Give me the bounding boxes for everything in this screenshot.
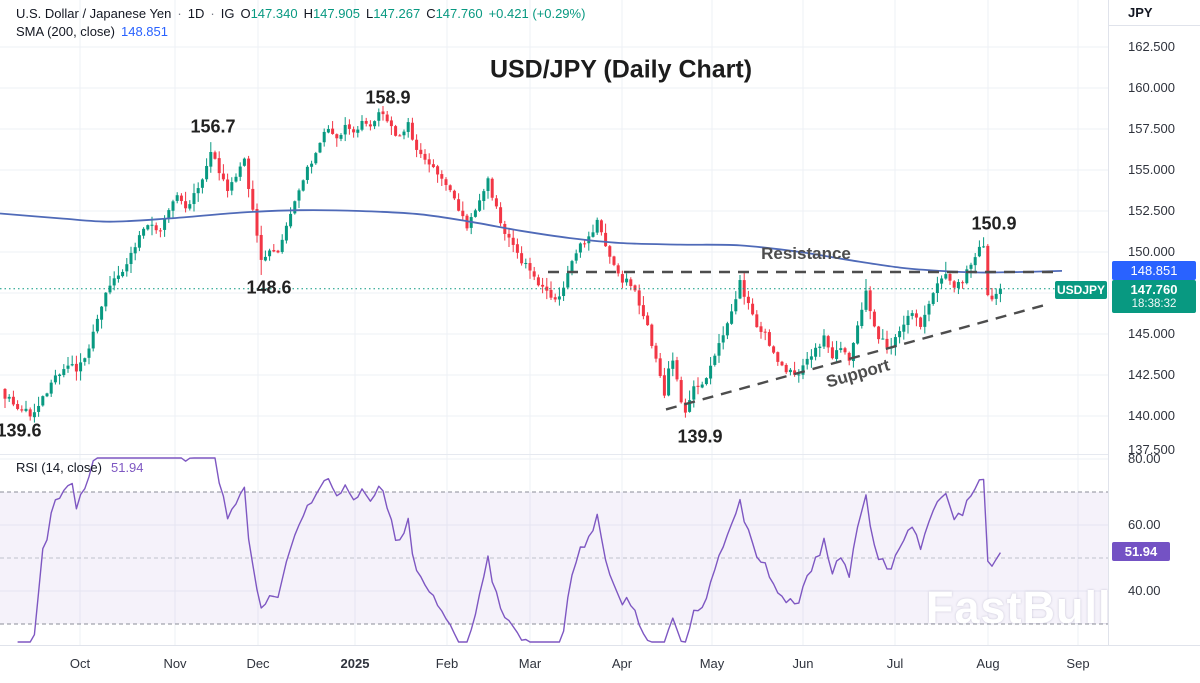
price-tick-label: 137.500 (1128, 442, 1175, 457)
annotation-158-9: 158.9 (365, 87, 411, 108)
time-tick-label: Sep (1066, 656, 1090, 671)
sma-value: 148.851 (121, 24, 168, 39)
rsi-legend-row[interactable]: RSI (14, close) 51.94 (16, 460, 144, 475)
time-tick-label: Jun (792, 656, 814, 671)
rsi-tick-label: 40.00 (1128, 583, 1161, 598)
ohlc-close: C147.760 (426, 6, 483, 21)
price-chart[interactable] (0, 0, 1108, 645)
sma-price-badge: 148.851 (1112, 261, 1196, 280)
time-tick-label: Dec (246, 656, 270, 671)
price-tick-label: 140.000 (1128, 408, 1175, 423)
candlestick-series (3, 106, 1002, 423)
ohlc-high: H147.905 (303, 6, 360, 21)
rsi-line (17, 457, 1001, 643)
time-tick-label: Nov (163, 656, 187, 671)
annotation-139-6: 139.6 (0, 420, 42, 441)
sma-legend-row[interactable]: SMA (200, close) 148.851 (16, 23, 585, 40)
rsi-label[interactable]: RSI (14, close) (16, 460, 102, 475)
time-tick-label: 2025 (340, 656, 370, 671)
sma-label[interactable]: SMA (200, close) (16, 24, 115, 39)
rsi-tick-label: 80.00 (1128, 451, 1161, 466)
price-tick-label: 162.500 (1128, 39, 1175, 54)
rsi-value: 51.94 (110, 460, 144, 475)
price-tick-label: 152.500 (1128, 203, 1175, 218)
price-tick-label: 157.500 (1128, 121, 1175, 136)
price-tick-label: 150.000 (1128, 244, 1175, 259)
exchange-label: IG (220, 6, 235, 21)
annotation-150-9: 150.9 (971, 213, 1017, 234)
time-tick-label: Apr (611, 656, 633, 671)
annotation-139-9: 139.9 (677, 426, 723, 447)
time-axis[interactable]: Oct Nov Dec 2025 Feb Mar Apr May Jun Jul Aug Sep (0, 645, 1200, 683)
rsi-pane (0, 457, 1108, 643)
symbol-legend-row[interactable]: U.S. Dollar / Japanese Yen · 1D · IG O14… (16, 5, 585, 22)
interval-label[interactable]: 1D (187, 6, 205, 21)
bar-countdown: 18:38:32 (1131, 298, 1177, 310)
annotation-usd-jpy-daily-chart: USD/JPY (Daily Chart) (489, 55, 753, 84)
price-tick-label: 160.000 (1128, 80, 1175, 95)
ohlc-open: O147.340 (240, 6, 298, 21)
annotation-148-6: 148.6 (246, 277, 292, 298)
support-trendline[interactable] (665, 303, 1046, 411)
price-tick-label: 142.500 (1128, 367, 1175, 382)
rsi-tick-label: 60.00 (1128, 517, 1161, 532)
ohlc-low: L147.267 (365, 6, 421, 21)
separator: · (177, 6, 182, 21)
price-change: +0.421 (+0.29%) (488, 6, 586, 21)
time-tick-label: Jul (886, 656, 904, 671)
rsi-value-badge: 51.94 (1112, 542, 1170, 561)
gridlines (0, 0, 1108, 645)
pane-divider[interactable] (0, 454, 1108, 455)
symbol-title[interactable]: U.S. Dollar / Japanese Yen (16, 6, 172, 21)
time-tick-label: Feb (435, 656, 459, 671)
price-tick-label: 155.000 (1128, 162, 1175, 177)
axis-currency-label: JPY (1109, 0, 1200, 26)
chart-legend: U.S. Dollar / Japanese Yen · 1D · IG O14… (16, 5, 585, 40)
last-price-badge: 147.760 18:38:32 (1112, 280, 1196, 313)
annotation-156-7: 156.7 (190, 116, 236, 137)
last-price-value: 147.760 (1130, 282, 1178, 297)
annotation-resistance: Resistance (761, 244, 851, 263)
time-tick-label: Oct (69, 656, 91, 671)
price-axis[interactable]: JPY 162.500 160.000 157.500 155.000 152.500 1… (1108, 0, 1200, 645)
sma-200-line (0, 209, 1063, 274)
time-tick-label: Mar (518, 656, 542, 671)
symbol-marker-badge: USDJPY (1055, 281, 1107, 299)
time-tick-label: May (699, 656, 725, 671)
separator: · (210, 6, 215, 21)
watermark: FastBull (926, 582, 1112, 633)
time-tick-label: Aug (976, 656, 1000, 671)
price-tick-label: 145.000 (1128, 326, 1175, 341)
